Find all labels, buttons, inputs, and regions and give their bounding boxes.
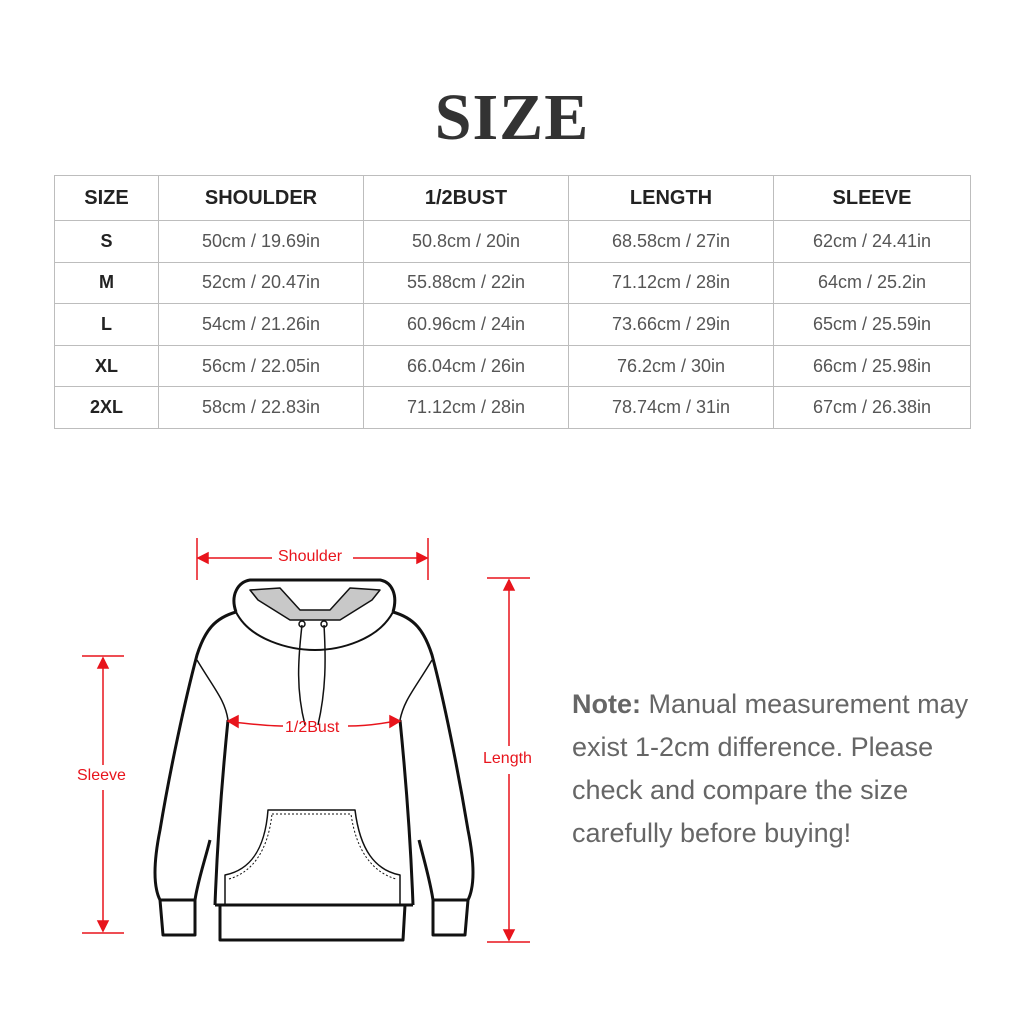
measurement-cell: 62cm / 24.41in bbox=[773, 220, 971, 263]
measurement-cell: 78.74cm / 31in bbox=[568, 386, 774, 429]
measurement-cell: 64cm / 25.2in bbox=[773, 261, 971, 305]
column-header: SHOULDER bbox=[158, 175, 364, 221]
measurement-cell: 67cm / 26.38in bbox=[773, 386, 971, 429]
column-header: 1/2BUST bbox=[363, 175, 569, 221]
table-row: XL 56cm / 22.05in 66.04cm / 26in 76.2cm / 3… bbox=[54, 344, 971, 388]
measurement-cell: 52cm / 20.47in bbox=[158, 261, 364, 305]
measurement-cell: 55.88cm / 22in bbox=[363, 261, 569, 305]
measurement-cell: 54cm / 21.26in bbox=[158, 303, 364, 346]
measurement-cell: 50cm / 19.69in bbox=[158, 220, 364, 263]
table-row: 2XL 58cm / 22.83in 71.12cm / 28in 78.74cm /… bbox=[54, 386, 971, 429]
bust-label: 1/2Bust bbox=[285, 719, 340, 736]
measurement-cell: 73.66cm / 29in bbox=[568, 303, 774, 346]
measurement-cell: 66cm / 25.98in bbox=[773, 344, 971, 388]
column-header: SLEEVE bbox=[773, 175, 971, 221]
sleeve-label: Sleeve bbox=[74, 767, 129, 785]
table-row: S 50cm / 19.69in 50.8cm / 20in 68.58cm / 27… bbox=[54, 220, 971, 263]
note-text: Manual measurement may exist 1-2cm diffe… bbox=[572, 689, 969, 848]
table-header-row: SIZE SHOULDER 1/2BUST LENGTH SLEEVE bbox=[54, 175, 971, 221]
measurement-cell: 71.12cm / 28in bbox=[568, 261, 774, 305]
size-cell: 2XL bbox=[54, 386, 159, 429]
shoulder-label: Shoulder bbox=[275, 548, 346, 566]
measurement-cell: 56cm / 22.05in bbox=[158, 344, 364, 388]
page-title: SIZE bbox=[434, 81, 590, 154]
note-label: Note: bbox=[572, 689, 641, 719]
column-header: SIZE bbox=[54, 175, 159, 221]
measurement-note: Note: Manual measurement may exist 1-2cm… bbox=[572, 683, 992, 855]
measurement-lines bbox=[82, 538, 530, 943]
measurement-cell: 58cm / 22.83in bbox=[158, 386, 364, 429]
measurement-cell: 71.12cm / 28in bbox=[363, 386, 569, 429]
size-table: SIZE SHOULDER 1/2BUST LENGTH SLEEVE S 50c… bbox=[54, 175, 971, 429]
measurement-cell: 68.58cm / 27in bbox=[568, 220, 774, 263]
column-header: LENGTH bbox=[568, 175, 774, 221]
hoodie-outline bbox=[153, 578, 475, 942]
table-row: M 52cm / 20.47in 55.88cm / 22in 71.12cm / 2… bbox=[54, 261, 971, 305]
measurement-cell: 65cm / 25.59in bbox=[773, 303, 971, 346]
length-label: Length bbox=[480, 750, 535, 768]
size-cell: S bbox=[54, 220, 159, 263]
table-row: L 54cm / 21.26in 60.96cm / 24in 73.66cm / 2… bbox=[54, 303, 971, 346]
size-cell: L bbox=[54, 303, 159, 346]
size-cell: M bbox=[54, 261, 159, 305]
